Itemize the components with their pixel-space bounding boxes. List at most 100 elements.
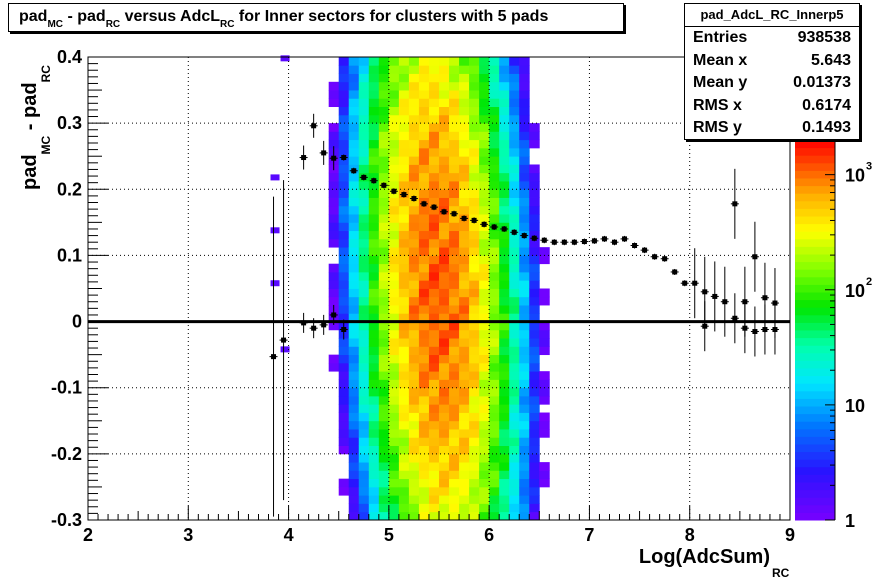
heatmap-cell — [428, 478, 440, 488]
heatmap-cell — [368, 280, 380, 289]
x-tick-label: 6 — [484, 525, 494, 545]
heatmap-cell — [459, 238, 470, 248]
heatmap-cell — [489, 189, 500, 198]
heatmap-cell — [529, 329, 540, 339]
heatmap-cell — [459, 263, 470, 273]
stats-row-mean-y: Mean y 0.01373 — [685, 72, 859, 95]
heatmap-cell — [509, 247, 520, 256]
heatmap-cell — [408, 181, 420, 190]
heatmap-cell — [358, 404, 370, 413]
heatmap-cell — [439, 123, 450, 132]
heatmap-cell — [479, 147, 490, 157]
heatmap-cell — [398, 429, 410, 438]
colorbar-label: 10 — [845, 166, 865, 186]
heatmap-cell — [479, 404, 490, 413]
heatmap-cell — [459, 313, 470, 322]
heatmap-cell — [428, 511, 440, 521]
heatmap-cell — [439, 420, 450, 430]
heatmap-cell — [519, 346, 530, 356]
heatmap-cell — [499, 181, 510, 190]
heatmap-cell — [368, 255, 380, 265]
heatmap-cell — [368, 296, 380, 306]
heatmap-cell — [368, 90, 380, 99]
heatmap-cell — [479, 65, 490, 74]
heatmap-cell — [348, 238, 360, 248]
heatmap-cell — [539, 338, 550, 347]
heatmap-cell — [378, 445, 390, 455]
heatmap-cell — [499, 437, 510, 446]
profile-point — [551, 239, 557, 245]
heatmap-cell — [539, 247, 550, 256]
heatmap-cell — [479, 495, 490, 504]
profile-point — [571, 239, 577, 245]
heatmap-cell — [489, 131, 500, 141]
heatmap-cell — [348, 453, 360, 463]
profile-point — [401, 192, 407, 198]
heatmap-cell — [509, 395, 520, 405]
heatmap-cell — [439, 222, 450, 232]
heatmap-cell — [449, 222, 460, 232]
heatmap-cell — [348, 181, 360, 190]
heatmap-cell — [459, 387, 470, 397]
heatmap-cell — [529, 437, 540, 446]
colorbar-swatch — [795, 337, 835, 346]
heatmap-cell — [418, 470, 430, 480]
heatmap-cell — [529, 511, 540, 521]
heatmap-cell — [529, 503, 540, 513]
heatmap-cell — [368, 495, 380, 504]
profile-point — [341, 155, 347, 161]
colorbar-swatch — [795, 352, 835, 361]
heatmap-cell — [459, 147, 470, 157]
heatmap-cell — [469, 57, 480, 66]
heatmap-cell — [270, 174, 280, 181]
heatmap-cell — [499, 412, 510, 422]
heatmap-cell — [479, 453, 490, 463]
heatmap-cell — [418, 271, 430, 281]
heatmap-cell — [348, 511, 360, 521]
heatmap-cell — [408, 222, 420, 232]
heatmap-cell — [449, 57, 460, 66]
heatmap-cell — [408, 247, 420, 256]
heatmap-cell — [479, 263, 490, 273]
heatmap-cell — [408, 147, 420, 157]
profile-point — [772, 300, 778, 306]
heatmap-cell — [489, 462, 500, 471]
heatmap-cell — [418, 296, 430, 306]
heatmap-cell — [459, 123, 470, 132]
heatmap-cell — [469, 73, 480, 83]
heatmap-cell — [408, 214, 420, 223]
heatmap-cell — [348, 280, 360, 289]
heatmap-cell — [439, 462, 450, 471]
heatmap-cell — [509, 222, 520, 232]
heatmap-cell — [358, 371, 370, 380]
heatmap-cell — [398, 495, 410, 504]
heatmap-cell — [408, 362, 420, 372]
colorbar-swatch — [795, 368, 835, 377]
heatmap-cell — [408, 404, 420, 413]
heatmap-cell — [338, 280, 350, 289]
heatmap-cell — [529, 181, 540, 190]
heatmap-cell — [509, 437, 520, 446]
heatmap-cell — [489, 81, 500, 91]
heatmap-cell — [509, 462, 520, 471]
heatmap-cell — [368, 503, 380, 513]
colorbar-swatch — [795, 193, 835, 202]
heatmap-cell — [529, 420, 540, 430]
heatmap-cell — [418, 139, 430, 149]
heatmap-cell — [358, 81, 370, 91]
heatmap-cell — [348, 346, 360, 356]
heatmap-cell — [388, 65, 400, 74]
heatmap-cell — [368, 395, 380, 405]
heatmap-cell — [358, 445, 370, 455]
heatmap-cell — [509, 280, 520, 289]
heatmap-cell — [368, 73, 380, 83]
profile-point — [531, 235, 537, 241]
heatmap-cell — [338, 247, 350, 256]
heatmap-cell — [368, 313, 380, 322]
heatmap-cell — [378, 429, 390, 438]
heatmap-cell — [519, 362, 530, 372]
x-tick-label: 9 — [785, 525, 795, 545]
heatmap-cell — [459, 73, 470, 83]
heatmap-cell — [499, 354, 510, 364]
heatmap-cell — [519, 313, 530, 322]
